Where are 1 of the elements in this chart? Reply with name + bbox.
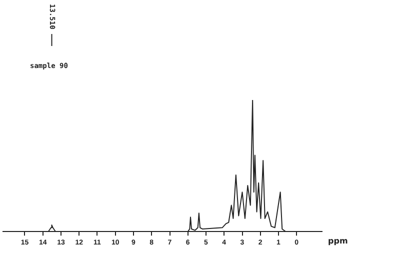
x-axis-title: ppm [328,236,348,246]
